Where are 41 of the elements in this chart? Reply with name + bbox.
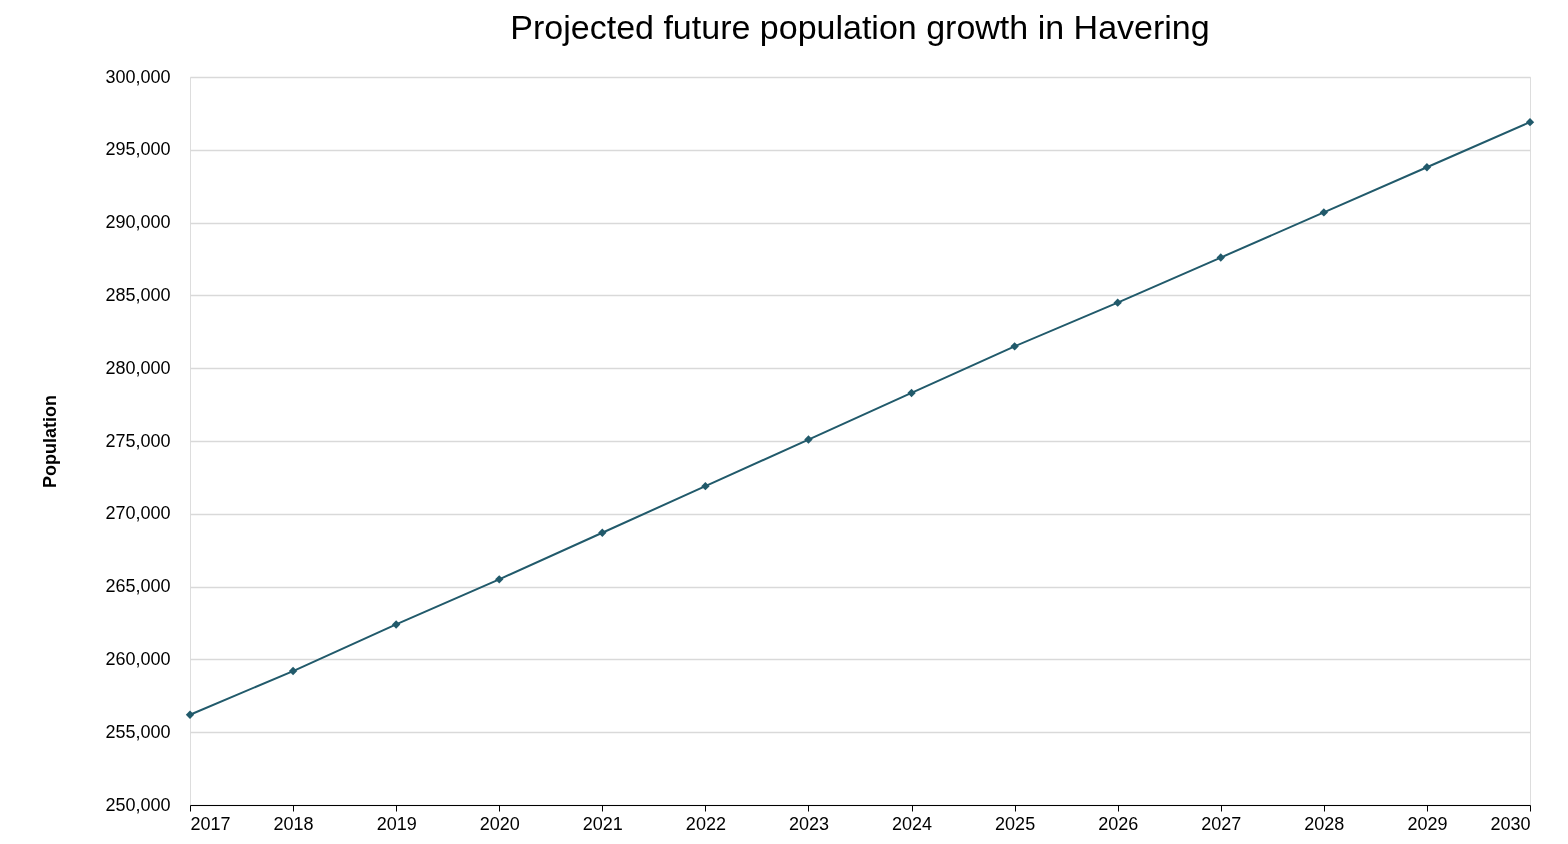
y-tick-label: 260,000	[105, 648, 171, 669]
point	[1319, 208, 1329, 217]
point	[185, 710, 195, 719]
y-tick-label: 280,000	[105, 357, 171, 378]
point	[804, 435, 813, 444]
x-tick-label: 2025	[995, 813, 1036, 834]
y-tick-label: 285,000	[105, 284, 171, 305]
x-tick-label: 2020	[479, 813, 520, 834]
x-tick-label: 2017	[190, 813, 231, 834]
point	[1422, 163, 1432, 172]
point	[701, 481, 710, 491]
y-tick-label: 250,000	[105, 794, 171, 815]
x-tick-label: 2027	[1201, 813, 1242, 834]
x-tick-label: 2029	[1407, 813, 1448, 834]
x-tick-label: 2022	[685, 813, 726, 834]
x-tick-label: 2021	[582, 813, 623, 834]
y-axis-title: Population	[40, 395, 61, 488]
point	[495, 575, 504, 584]
y-tick-label: 290,000	[105, 212, 171, 233]
y-tick-label: 255,000	[105, 721, 171, 742]
x-tick-label: 2026	[1098, 813, 1139, 834]
y-tick-label: 295,000	[105, 139, 171, 160]
point	[288, 666, 298, 676]
point	[1216, 253, 1225, 262]
point	[1010, 342, 1019, 351]
y-tick-label: 265,000	[105, 576, 171, 597]
y-tick-label: 270,000	[105, 503, 171, 524]
x-tick-label: 2019	[376, 813, 417, 834]
point	[391, 620, 401, 629]
x-tick-label: 2028	[1304, 813, 1345, 834]
point	[1525, 117, 1535, 127]
x-tick-label: 2030	[1490, 813, 1531, 834]
x-tick-label: 2023	[788, 813, 829, 834]
point	[598, 528, 607, 537]
x-tick-label: 2018	[273, 813, 314, 834]
y-tick-label: 300,000	[105, 66, 171, 87]
chart-title: Projected future population growth in Havering	[510, 8, 1210, 46]
point	[907, 388, 916, 398]
point	[1113, 298, 1122, 307]
x-tick-label: 2024	[892, 813, 933, 834]
y-tick-label: 275,000	[105, 430, 171, 451]
